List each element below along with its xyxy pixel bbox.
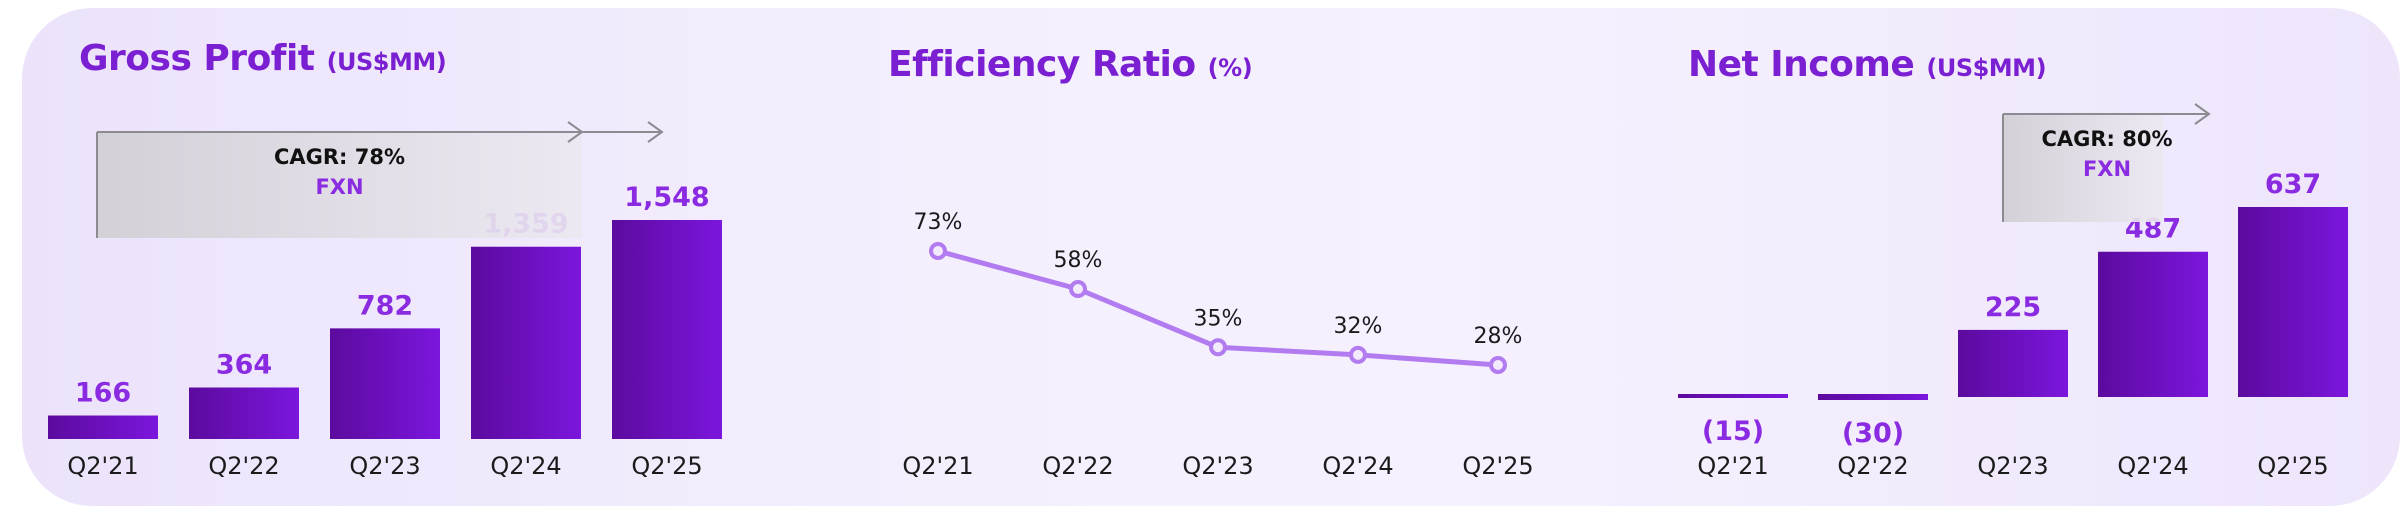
- net-income-bar: [1818, 394, 1928, 400]
- efficiency-ratio-value-label: 32%: [1334, 314, 1383, 339]
- net-income-tick-label: Q2'25: [2257, 452, 2328, 480]
- efficiency-ratio-tick-label: Q2'24: [1322, 452, 1393, 480]
- net-income-cagr-label: CAGR: 80%: [2041, 127, 2172, 151]
- gross-profit-title: Gross Profit (US$MM): [79, 38, 447, 79]
- net-income-bar: [1678, 394, 1788, 398]
- efficiency-ratio-value-label: 58%: [1054, 248, 1103, 273]
- gross-profit-bar: [189, 387, 299, 439]
- gross-profit-chart: 166Q2'21364Q2'22782Q2'231,359Q2'241,548Q…: [48, 121, 722, 480]
- gross-profit-tick-label: Q2'24: [490, 452, 561, 480]
- gross-profit-bar: [48, 415, 158, 439]
- gross-profit-tick-label: Q2'25: [631, 452, 702, 480]
- gross-profit-tick-label: Q2'22: [208, 452, 279, 480]
- efficiency-ratio-point: [929, 242, 947, 260]
- gross-profit-cagr-band: [97, 132, 582, 238]
- efficiency-ratio-point: [1489, 356, 1507, 374]
- net-income-title: Net Income (US$MM): [1688, 44, 2047, 85]
- net-income-chart: (15)Q2'21(30)Q2'22225Q2'23487Q2'24637Q2'…: [1678, 103, 2348, 480]
- net-income-tick-label: Q2'22: [1837, 452, 1908, 480]
- efficiency-ratio-point: [1209, 338, 1227, 357]
- net-income-tick-label: Q2'23: [1977, 452, 2048, 480]
- net-income-value-label: 225: [1985, 292, 2041, 323]
- gross-profit-cagr-sub: FXN: [315, 175, 363, 199]
- efficiency-ratio-title: Efficiency Ratio (%): [888, 44, 1253, 85]
- efficiency-ratio-point: [1349, 345, 1367, 364]
- efficiency-ratio-value-label: 73%: [914, 210, 963, 235]
- net-income-bar: [2238, 207, 2348, 397]
- efficiency-ratio-unit: (%): [1207, 54, 1253, 82]
- net-income-value-label: 637: [2265, 169, 2321, 200]
- gross-profit-value-label: 364: [216, 350, 272, 381]
- gross-profit-tick-label: Q2'23: [349, 452, 420, 480]
- gross-profit-tick-label: Q2'21: [67, 452, 138, 480]
- efficiency-ratio-value-label: 28%: [1474, 324, 1523, 349]
- gross-profit-cagr-label: CAGR: 78%: [274, 145, 405, 169]
- gross-profit-value-label: 782: [357, 290, 413, 321]
- net-income-cagr-arrow-head: [2194, 103, 2211, 125]
- efficiency-ratio-value-label: 35%: [1194, 306, 1243, 331]
- efficiency-ratio-point: [1069, 280, 1087, 298]
- gross-profit-bar: [612, 220, 722, 439]
- gross-profit-cagr-arrow-head-ext: [647, 121, 664, 143]
- net-income-panel: Net Income (US$MM) (15) Q2'21 (30) Q2'22 225…: [1660, 8, 2400, 506]
- efficiency-ratio-tick-label: Q2'22: [1042, 452, 1113, 480]
- net-income-tick-label: Q2'24: [2117, 452, 2188, 480]
- efficiency-ratio-tick-label: Q2'23: [1182, 452, 1253, 480]
- efficiency-ratio-tick-label: Q2'21: [902, 452, 973, 480]
- efficiency-ratio-panel: Efficiency Ratio (%) 73% Q2'21 58% Q2'22 35%…: [860, 8, 1660, 506]
- net-income-cagr-band: [2003, 114, 2163, 222]
- net-income-tick-label: Q2'21: [1697, 452, 1768, 480]
- gross-profit-value-label: 166: [75, 378, 131, 409]
- efficiency-ratio-chart: 73% Q2'21 58% Q2'22 35% Q2'23 32% Q2'24 28% Q2'25: [902, 210, 1533, 480]
- net-income-cagr-sub: FXN: [2083, 157, 2131, 181]
- net-income-value-label: (30): [1842, 418, 1904, 449]
- net-income-bar: [1958, 329, 2068, 397]
- efficiency-ratio-tick-label: Q2'25: [1462, 452, 1533, 480]
- gross-profit-value-label: 1,548: [624, 182, 709, 213]
- gross-profit-unit: (US$MM): [326, 48, 447, 76]
- net-income-value-label: (15): [1702, 416, 1764, 447]
- gross-profit-bar: [330, 328, 440, 439]
- gross-profit-bar: [471, 246, 581, 439]
- net-income-unit: (US$MM): [1926, 54, 2047, 82]
- gross-profit-panel: Gross Profit (US$MM) 166 Q2'21 364 Q2'22 782…: [22, 8, 822, 506]
- net-income-bar: [2098, 251, 2208, 397]
